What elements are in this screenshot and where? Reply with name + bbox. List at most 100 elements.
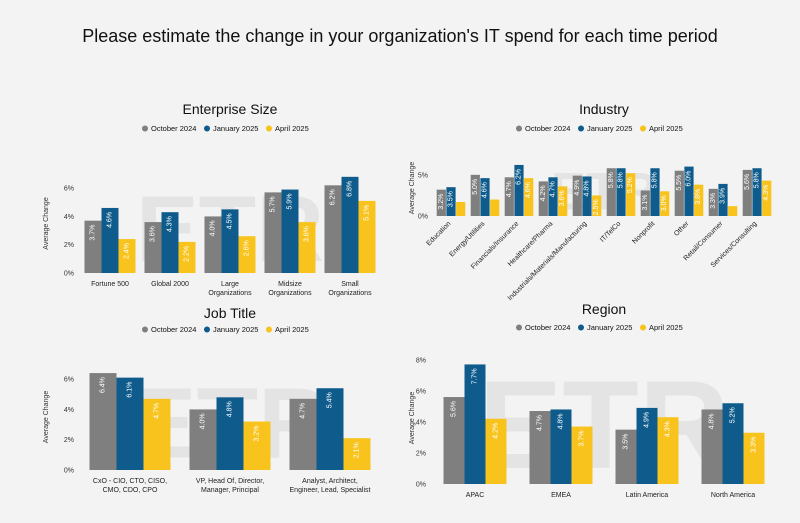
x-category-label: Organizations [208,290,252,297]
y-tick-label: 2% [416,450,426,457]
legend-item: January 2025 [578,124,632,133]
bar-value-label: 4.2% [540,185,547,201]
bar-value-label: 2.5% [593,199,600,215]
bar-value-label: 2.4% [124,243,131,259]
bar-value-label: 6.4% [100,377,107,393]
x-category-label: Large [221,281,239,288]
bar [89,373,117,470]
bar [118,239,136,273]
bar [144,222,162,273]
bar [694,184,704,216]
bar-value-label: 2.6% [244,240,251,256]
bar [456,202,466,216]
chart-title: Industry [579,101,629,117]
bar [571,426,593,484]
bar-value-label: 4.5% [227,213,234,229]
bar [178,241,196,273]
legend-label: April 2025 [649,323,683,332]
watermark-logo: ETR [551,162,657,221]
bar [264,192,282,273]
bar-value-label: 7.7% [472,368,479,384]
bar-value-label: 4.3% [665,421,672,437]
bar-value-label: 3.8% [695,189,702,205]
bar-value-label: 3.6% [304,226,311,242]
x-category-label: EMEA [551,492,571,499]
x-category-label: APAC [466,492,485,499]
bar-value-label: 4.7% [550,181,557,197]
legend-label: October 2024 [525,124,570,133]
bar-value-label: 4.2% [493,423,500,439]
bar [116,377,144,470]
bar-value-label: 3.7% [579,431,586,447]
bar-value-label: 5.4% [327,392,334,408]
bar-value-label: 3.6% [559,190,566,206]
legend-label: April 2025 [275,325,309,334]
bar-group: 3.7% 4.6% 2.4% [84,207,136,273]
x-category-label: Engineer, Lead, Specialist [290,487,371,494]
x-category-label: Small [341,281,359,288]
legend-label: April 2025 [275,124,309,133]
bar [514,164,524,216]
bar [289,398,317,470]
legend-marker [204,326,210,333]
bar-value-label: 3.7% [90,225,97,241]
bar-group: 3.3% 3.9% [708,183,738,216]
legend-marker [578,324,584,331]
legend-marker [578,125,584,132]
legend-item: October 2024 [516,124,570,133]
chart-region: Region October 2024 January 2025 April 2025… [409,301,765,499]
bar-value-label: 3.2% [438,194,445,210]
legend-label: October 2024 [151,124,196,133]
legend: October 2024 January 2025 April 2025 [142,325,309,334]
bar [446,187,456,216]
bar-value-label: 4.3% [167,216,174,232]
bar [238,236,256,273]
x-category-label: Latin America [626,492,669,499]
bar-value-label: 4.7% [506,181,513,197]
legend-item: October 2024 [142,325,196,334]
bar [464,364,486,484]
y-tick-label: 0% [64,271,74,278]
bar [558,186,568,216]
x-category-label: VP, Head Of, Director, [196,478,264,485]
bar-value-label: 5.8% [652,172,659,188]
bar [708,188,718,216]
legend-label: January 2025 [213,124,258,133]
bar-value-label: 4.7% [300,403,307,419]
chart-job-title: Job Title October 2024 January 2025 April 2… [43,305,371,494]
bar-group: 4.2% 4.7%3.6% [538,177,568,216]
bar-value-label: 5.7% [270,196,277,212]
bar-value-label: 6.1% [127,382,134,398]
bar-value-label: 5.6% [744,174,751,190]
bar [762,180,772,216]
bar-value-label: 5.5% [676,175,683,191]
y-tick-label: 5% [418,172,428,179]
y-tick-label: 6% [416,388,426,395]
y-tick-label: 4% [64,214,74,221]
legend-label: October 2024 [525,323,570,332]
x-category-label: Manager, Principal [201,487,259,494]
y-tick-label: 8% [416,357,426,364]
y-tick-label: 0% [418,214,428,221]
y-axis-label: Average Change [409,162,416,215]
legend-marker [640,125,646,132]
bar-value-label: 3.3% [751,437,758,453]
bar-value-label: 3.9% [720,188,727,204]
watermark: ETR [551,162,657,221]
legend-marker [640,324,646,331]
chart-panel-industry: Industry October 2024 January 2025 April 20… [402,96,782,304]
bar [143,398,171,470]
bar-group: 4.7% 5.4% 2.1% [289,388,371,470]
y-tick-label: 4% [64,407,74,414]
bar [470,174,480,216]
bar-value-label: 4.7% [537,415,544,431]
legend-item: April 2025 [640,323,683,332]
x-category-label: Industrials/Materials/Manufacturing [507,220,589,302]
chart-industry: Industry October 2024 January 2025 April 20… [409,101,772,302]
bar-group: 5.6% 7.7% 4.2% [443,364,507,484]
bar-value-label: 4.0% [210,220,217,236]
bar-value-label: 4.0% [200,413,207,429]
bar-value-label: 4.8% [709,413,716,429]
legend-item: January 2025 [578,323,632,332]
x-category-label: North America [711,492,755,499]
